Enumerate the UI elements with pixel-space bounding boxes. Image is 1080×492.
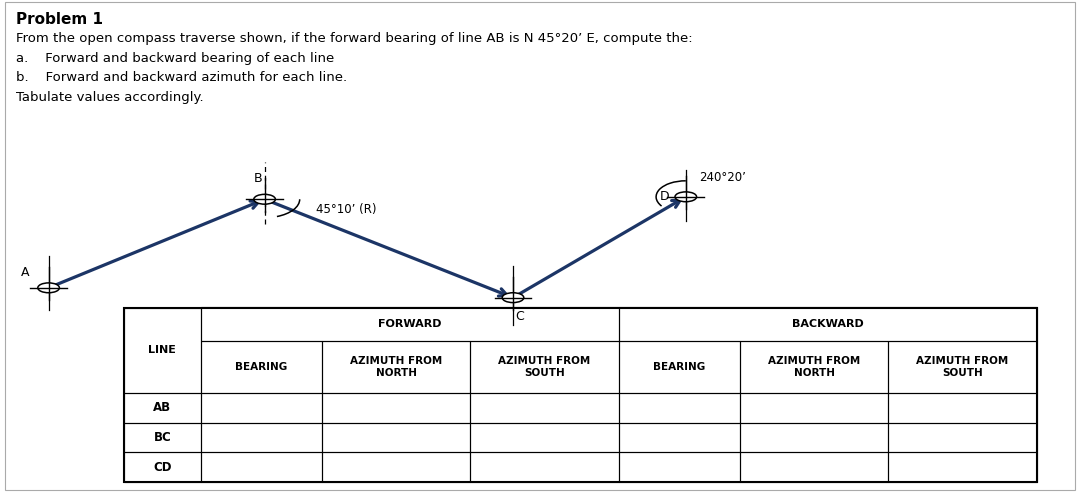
Bar bbox=[124, 453, 201, 482]
Bar bbox=[124, 423, 201, 453]
Bar bbox=[619, 308, 1037, 340]
Text: AZIMUTH FROM
SOUTH: AZIMUTH FROM SOUTH bbox=[498, 356, 591, 378]
Bar bbox=[740, 340, 889, 393]
Bar bbox=[201, 393, 322, 423]
Bar bbox=[889, 453, 1037, 482]
Bar bbox=[322, 423, 471, 453]
Bar bbox=[619, 423, 740, 453]
Circle shape bbox=[675, 192, 697, 202]
Text: b.    Forward and backward azimuth for each line.: b. Forward and backward azimuth for each… bbox=[16, 71, 348, 84]
Text: BC: BC bbox=[153, 431, 172, 444]
Circle shape bbox=[502, 293, 524, 303]
Bar bbox=[740, 393, 889, 423]
Bar bbox=[619, 453, 740, 482]
Bar bbox=[740, 423, 889, 453]
Circle shape bbox=[38, 283, 59, 293]
Bar bbox=[889, 340, 1037, 393]
Text: Tabulate values accordingly.: Tabulate values accordingly. bbox=[16, 91, 204, 104]
Text: B: B bbox=[254, 172, 262, 185]
Bar bbox=[471, 340, 619, 393]
Bar bbox=[201, 423, 322, 453]
Bar bbox=[322, 453, 471, 482]
Text: BEARING: BEARING bbox=[235, 362, 287, 372]
Text: AZIMUTH FROM
NORTH: AZIMUTH FROM NORTH bbox=[768, 356, 861, 378]
Bar bbox=[322, 393, 471, 423]
Text: AZIMUTH FROM
NORTH: AZIMUTH FROM NORTH bbox=[350, 356, 443, 378]
Bar bbox=[889, 423, 1037, 453]
Bar bbox=[471, 453, 619, 482]
Text: FORWARD: FORWARD bbox=[378, 319, 442, 329]
Bar bbox=[740, 453, 889, 482]
Text: C: C bbox=[515, 310, 524, 323]
Text: D: D bbox=[660, 190, 669, 203]
Text: Problem 1: Problem 1 bbox=[16, 12, 104, 27]
Text: From the open compass traverse shown, if the forward bearing of line AB is N 45°: From the open compass traverse shown, if… bbox=[16, 32, 693, 45]
Text: 45°10’ (R): 45°10’ (R) bbox=[316, 203, 377, 215]
Bar bbox=[201, 340, 322, 393]
Text: BACKWARD: BACKWARD bbox=[792, 319, 864, 329]
Text: AZIMUTH FROM
SOUTH: AZIMUTH FROM SOUTH bbox=[917, 356, 1009, 378]
Bar bbox=[471, 393, 619, 423]
Text: CD: CD bbox=[153, 461, 172, 474]
Bar bbox=[124, 308, 1037, 482]
Bar bbox=[471, 423, 619, 453]
Bar bbox=[619, 393, 740, 423]
Circle shape bbox=[254, 194, 275, 204]
Text: a.    Forward and backward bearing of each line: a. Forward and backward bearing of each … bbox=[16, 52, 335, 64]
Text: 240°20’: 240°20’ bbox=[699, 171, 745, 184]
Bar bbox=[889, 393, 1037, 423]
Text: BEARING: BEARING bbox=[653, 362, 705, 372]
Bar bbox=[619, 340, 740, 393]
Bar bbox=[201, 308, 619, 340]
Text: AB: AB bbox=[153, 401, 172, 414]
Text: A: A bbox=[21, 266, 29, 278]
Bar bbox=[322, 340, 471, 393]
Bar bbox=[124, 308, 201, 393]
Bar bbox=[124, 393, 201, 423]
Text: LINE: LINE bbox=[148, 345, 176, 355]
Bar bbox=[201, 453, 322, 482]
